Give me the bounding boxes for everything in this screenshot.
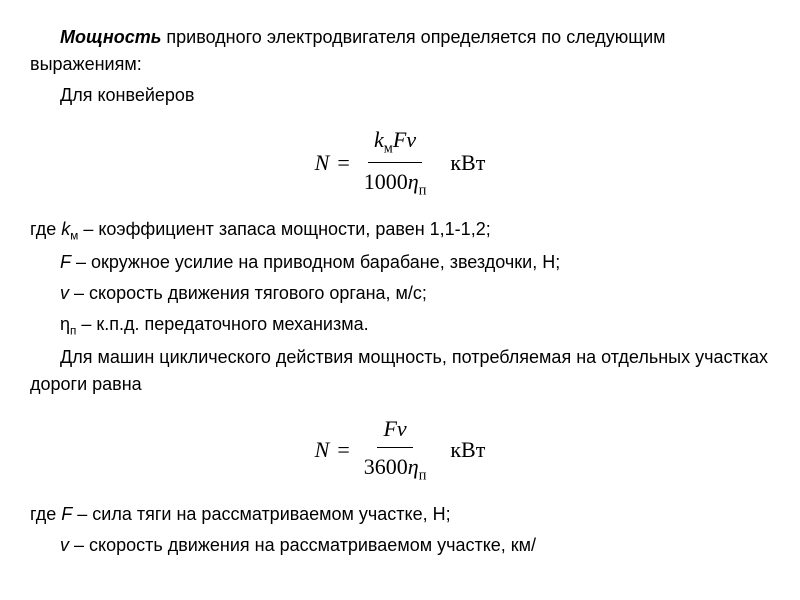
f2-nu: ν (397, 416, 407, 441)
f1-F: F (393, 127, 406, 152)
formula-1: N = kмFν 1000ηп кВт (30, 123, 770, 202)
def-v: v (60, 283, 69, 303)
formula1-fraction: kмFν 1000ηп (358, 123, 433, 202)
equals-sign: = (337, 146, 349, 179)
formula2-numerator: Fν (377, 412, 412, 448)
f1-1000: 1000 (364, 169, 408, 194)
where-word-2: где (30, 504, 61, 524)
def2-Ftext: – сила тяги на рассматриваемом участке, … (72, 504, 450, 524)
f1-nu: ν (406, 127, 416, 152)
f1-etasub: п (419, 182, 427, 198)
where-word: где (30, 219, 61, 239)
intro-paragraph: Мощность приводного электродвигателя опр… (30, 24, 770, 78)
intro-bold: Мощность (60, 27, 161, 47)
def-vtext: – скорость движения тягового органа, м/с… (69, 283, 427, 303)
defs1-k-line: где kм – коэффициент запаса мощности, ра… (30, 216, 770, 245)
formula1-numerator: kмFν (368, 123, 422, 163)
formula2-unit: кВт (450, 433, 485, 466)
defs1-F-line: F – окружное усилие на приводном барабан… (60, 249, 770, 276)
defs1-eta-line: ηп – к.п.д. передаточного механизма. (60, 311, 770, 340)
def-eta: η (60, 314, 70, 334)
def-ktext: – коэффициент запаса мощности, равен 1,1… (78, 219, 490, 239)
def2-v: v (60, 535, 69, 555)
formula1-lhs: N (315, 146, 330, 179)
equals-sign-2: = (337, 433, 349, 466)
f2-etasub: п (419, 467, 427, 483)
def2-vtext: – скорость движения на рассматриваемом у… (69, 535, 536, 555)
f2-eta: η (408, 454, 419, 479)
defs1-v-line: v – скорость движения тягового органа, м… (60, 280, 770, 307)
formula1-unit: кВт (450, 146, 485, 179)
formula-2: N = Fν 3600ηп кВт (30, 412, 770, 487)
f1-ksub: м (384, 140, 393, 156)
f2-F: F (383, 416, 396, 441)
formula2-denominator: 3600ηп (358, 448, 433, 487)
cyclic-paragraph: Для машин циклического действия мощность… (30, 344, 770, 398)
f2-3600: 3600 (364, 454, 408, 479)
formula2-fraction: Fν 3600ηп (358, 412, 433, 487)
def-etatext: – к.п.д. передаточного механизма. (76, 314, 368, 334)
formula-1-body: N = kмFν 1000ηп кВт (315, 123, 486, 202)
f1-k: k (374, 127, 384, 152)
formula-2-body: N = Fν 3600ηп кВт (315, 412, 486, 487)
formula1-denominator: 1000ηп (358, 163, 433, 202)
formula2-lhs: N (315, 433, 330, 466)
def2-F: F (61, 504, 72, 524)
defs2-F-line: где F – сила тяги на рассматриваемом уча… (30, 501, 770, 528)
conveyor-label: Для конвейеров (30, 82, 770, 109)
f1-eta: η (408, 169, 419, 194)
def-Ftext: – окружное усилие на приводном барабане,… (71, 252, 560, 272)
defs2-v-line: v – скорость движения на рассматриваемом… (60, 532, 770, 559)
def-k: k (61, 219, 70, 239)
def-F: F (60, 252, 71, 272)
